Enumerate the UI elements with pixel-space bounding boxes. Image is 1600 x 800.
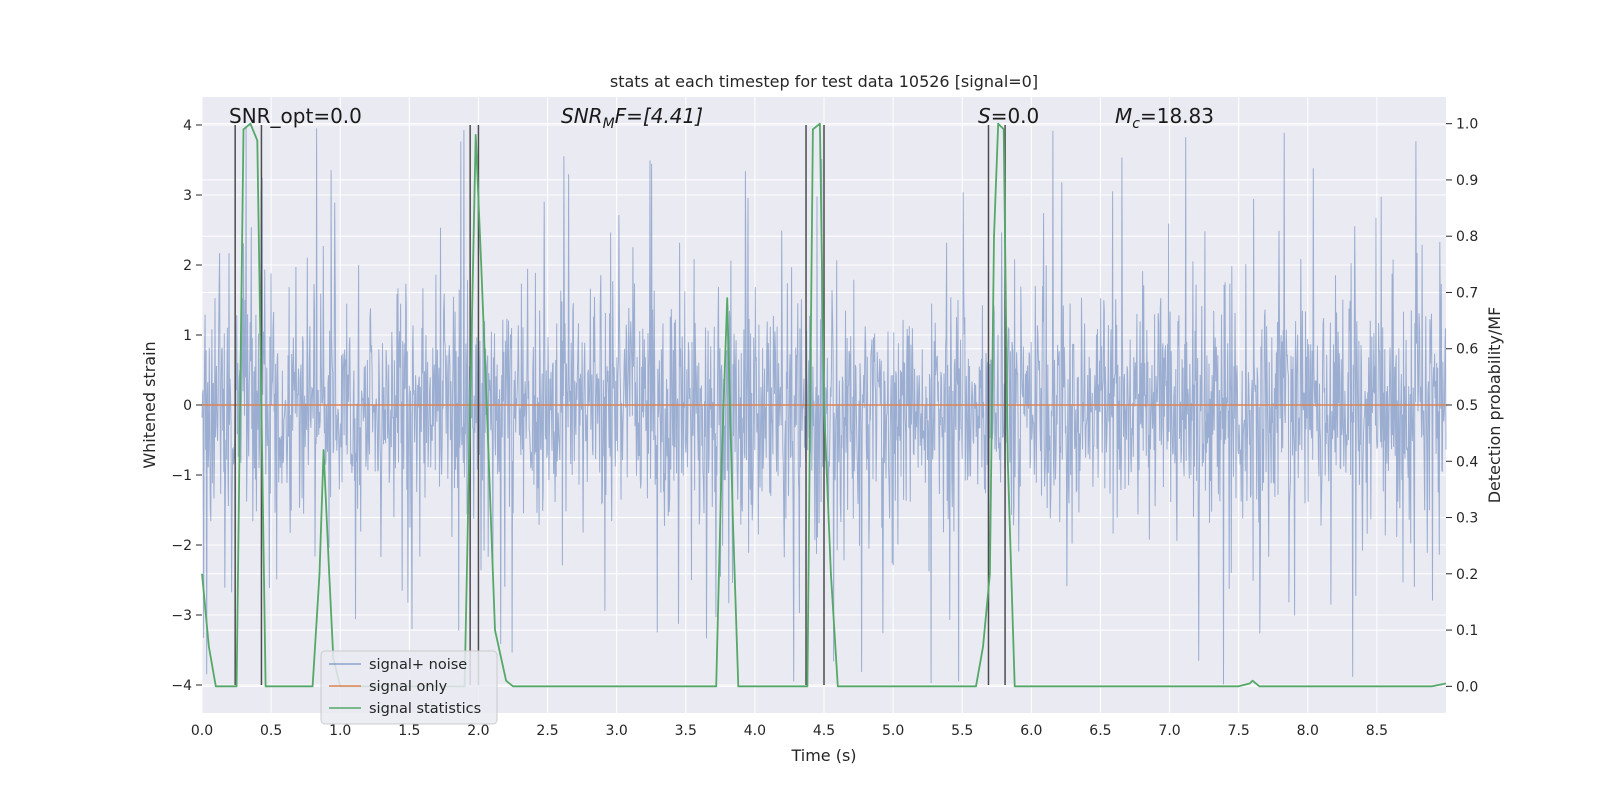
annotation-s: S=0.0 [978,104,1039,128]
y2-tick-0.6: 0.6 [1456,342,1478,358]
mc-tail: =18.83 [1140,104,1214,128]
x-axis-label: Time (s) [790,746,856,765]
y2-tick-0.2: 0.2 [1456,567,1478,583]
signal-statistics-line [201,122,1447,688]
x-tick-1.5: 1.5 [398,723,420,739]
snr-mf-main: SNR [561,104,603,128]
axes: 0.0 0.5 1.0 1.5 2.0 2.5 3.0 3.5 4.0 4.5 5.0 5.5 6.0 6… [171,117,1478,739]
x-tick-4.5: 4.5 [813,723,835,739]
y2-tick-1.0: 1.0 [1456,117,1478,133]
y2-tick-0.5: 0.5 [1456,398,1478,414]
series-signal-statistics [201,122,1447,688]
x-tick-0.0: 0.0 [191,723,213,739]
snr-mf-tail: F=[4.41] [615,104,703,128]
y2-tick-0.8: 0.8 [1456,229,1478,245]
legend: signal+ noise signal only signal statist… [320,650,498,725]
x-tick-0.5: 0.5 [260,723,282,739]
legend-box [320,650,498,725]
x-tick-4.0: 4.0 [744,723,766,739]
y2-tick-0.0: 0.0 [1456,679,1478,695]
x-tick-8.5: 8.5 [1366,723,1388,739]
y2-axis-label: Detection probability/MF [1485,307,1504,504]
snr-mf-sub: M [603,116,615,132]
y2-tick-0.3: 0.3 [1456,511,1478,527]
x-tick-6.5: 6.5 [1089,723,1111,739]
y-tick-−3: −3 [171,608,192,624]
annotation-snr-mf: SNRMF=[4.41] [561,104,703,132]
x-tick-2.0: 2.0 [467,723,489,739]
legend-label-signal-noise: signal+ noise [369,657,467,673]
y-axis-label: Whitened strain [140,341,159,468]
x-tick-5.0: 5.0 [882,723,904,739]
annotation-mc: Mc=18.83 [1115,104,1214,132]
x-tick-7.0: 7.0 [1158,723,1180,739]
y-tick-2: 2 [183,258,192,274]
y2-tick-0.7: 0.7 [1456,285,1478,301]
chart-title: stats at each timestep for test data 105… [610,72,1038,91]
y-tick-4: 4 [183,118,192,134]
s-main: S [978,104,991,128]
y2-tick-0.9: 0.9 [1456,173,1478,189]
x-tick-2.5: 2.5 [536,723,558,739]
x-tick-3.5: 3.5 [675,723,697,739]
x-tick-3.0: 3.0 [606,723,628,739]
mc-main: M [1115,104,1132,128]
y-tick-1: 1 [183,328,192,344]
x-tick-5.5: 5.5 [951,723,973,739]
x-tick-1.0: 1.0 [329,723,351,739]
annotation-snr-opt: SNR_opt=0.0 [229,104,362,128]
x-tick-6.0: 6.0 [1020,723,1042,739]
y-tick-−4: −4 [171,678,192,694]
legend-label-signal-statistics: signal statistics [369,701,481,717]
x-tick-7.5: 7.5 [1228,723,1250,739]
y2-tick-0.4: 0.4 [1456,454,1478,470]
y-tick-3: 3 [183,188,192,204]
mc-sub: c [1132,116,1140,132]
y2-tick-0.1: 0.1 [1456,623,1478,639]
y-tick-0: 0 [183,398,192,414]
y-tick-−2: −2 [171,538,192,554]
legend-label-signal-only: signal only [369,679,448,695]
x-tick-8.0: 8.0 [1297,723,1319,739]
s-tail: =0.0 [991,104,1040,128]
y-tick-−1: −1 [171,468,192,484]
